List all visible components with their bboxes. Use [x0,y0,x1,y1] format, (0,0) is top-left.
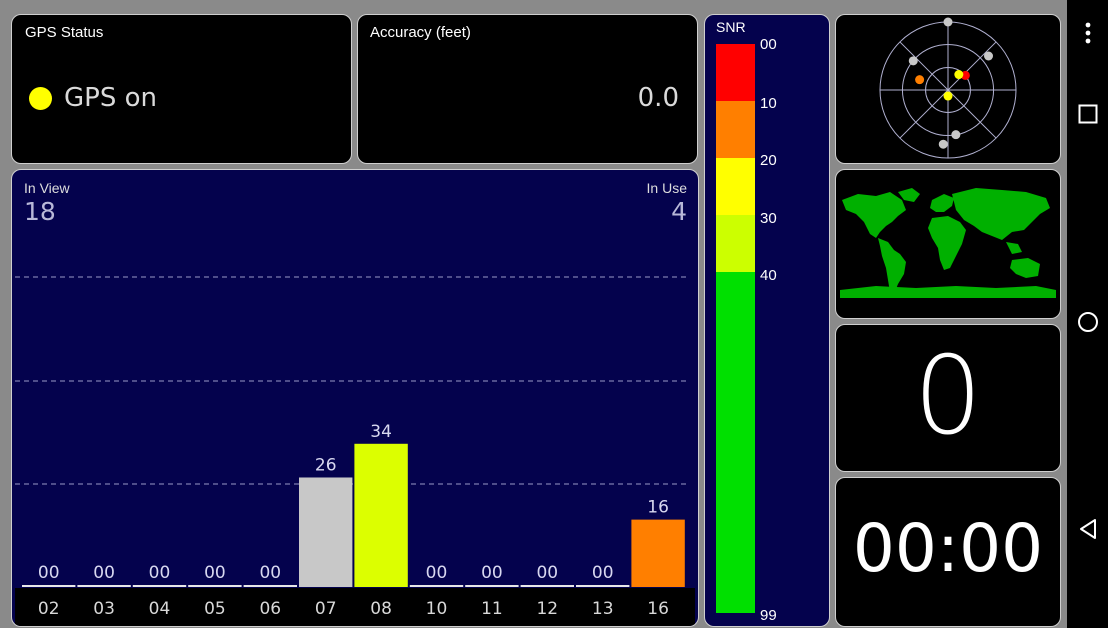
radar-satellite [951,130,961,140]
recents-square-icon[interactable] [1067,104,1108,124]
radar-satellite [943,17,953,27]
menu-dots-icon[interactable] [1067,22,1108,44]
snr-value-label-06: 00 [259,563,281,583]
snr-value-label-07: 26 [315,455,337,475]
sky-radar-panel [835,14,1061,164]
accuracy-value: 0.0 [637,83,679,113]
in-view-label: In View [24,180,70,196]
prn-tick-16: 16 [647,599,669,619]
snr-tick-label: 30 [760,210,777,227]
in-use-count: 4 [671,197,687,226]
radar-axis [899,41,997,139]
prn-tick-04: 04 [149,599,171,619]
timer-panel: 00:00 [835,477,1061,627]
snr-bar-chart: 00 02 00 03 00 04 00 05 00 06 26 07 34 08 00 10 00 11 00 12… [15,276,695,626]
prn-tick-02: 02 [38,599,60,619]
satellite-snr-chart-panel: In View 18 In Use 4 00 02 00 03 00 04 00 05 00 06… [11,169,699,627]
snr-value-label-12: 00 [536,563,558,583]
snr-value-label-13: 00 [592,563,614,583]
snr-scale-segment [716,44,755,101]
snr-value-label-04: 00 [149,563,171,583]
sky-radar [879,17,1017,159]
prn-tick-12: 12 [536,599,558,619]
world-map-panel [835,169,1061,319]
accuracy-title: Accuracy (feet) [370,24,471,41]
snr-scale-title: SNR [716,19,746,35]
snr-bar-12 [520,585,574,587]
snr-tick-label: 10 [760,95,777,112]
snr-value-label-11: 00 [481,563,503,583]
snr-bar-16 [631,519,685,587]
snr-value-label-16: 16 [647,498,669,518]
snr-bar-04 [132,585,187,587]
in-use-label: In Use [646,180,687,196]
snr-bar-10 [409,585,464,587]
gps-status-value: GPS on [64,83,157,113]
snr-value-label-10: 00 [426,563,448,583]
snr-value-label-02: 00 [38,563,60,583]
snr-bar-06 [243,585,297,587]
snr-bar-05 [188,585,242,587]
snr-scale-segment [716,101,755,158]
snr-value-label-05: 00 [204,563,226,583]
snr-tick-label: 40 [760,267,777,284]
gps-indicator-icon [29,87,52,110]
radar-satellite [938,139,948,149]
snr-tick-label: 00 [760,36,777,53]
snr-scale-panel: SNR 00 10 20 30 40 99 [704,14,830,627]
prn-tick-07: 07 [315,599,337,619]
x-axis-strip [15,588,695,626]
prn-tick-03: 03 [93,599,115,619]
radar-satellite [908,56,918,66]
snr-bar-02 [22,585,76,587]
radar-satellite [915,75,925,85]
in-view-count: 18 [24,197,56,226]
prn-tick-13: 13 [592,599,614,619]
snr-scale-segment [716,158,755,215]
prn-tick-05: 05 [204,599,226,619]
navigation-bar [1067,0,1108,628]
speed-panel: 0 [835,324,1061,472]
snr-tick-label: 20 [760,152,777,169]
accuracy-panel: Accuracy (feet) 0.0 [357,14,698,164]
prn-tick-10: 10 [426,599,448,619]
speed-value: 0 [913,334,983,459]
snr-scale-segment [716,215,755,272]
prn-tick-06: 06 [259,599,281,619]
back-triangle-icon[interactable] [1067,518,1108,540]
snr-bar-07 [299,477,353,587]
radar-satellite [943,91,953,101]
snr-scale-segment [716,272,755,613]
gps-status-title: GPS Status [25,24,104,41]
world-map-icon [840,188,1056,298]
prn-tick-11: 11 [481,599,503,619]
radar-satellite [954,70,964,80]
radar-satellite [984,51,994,61]
snr-bar-13 [576,585,630,587]
snr-value-label-03: 00 [93,563,115,583]
snr-bar-03 [77,585,131,587]
prn-tick-08: 08 [370,599,392,619]
snr-tick-label: 99 [760,607,777,624]
snr-bar-11 [465,585,519,587]
snr-bar-08 [354,443,408,587]
snr-value-label-08: 34 [370,422,392,442]
timer-value: 00:00 [852,510,1044,587]
home-circle-icon[interactable] [1067,311,1108,333]
gps-status-panel: GPS Status GPS on [11,14,352,164]
